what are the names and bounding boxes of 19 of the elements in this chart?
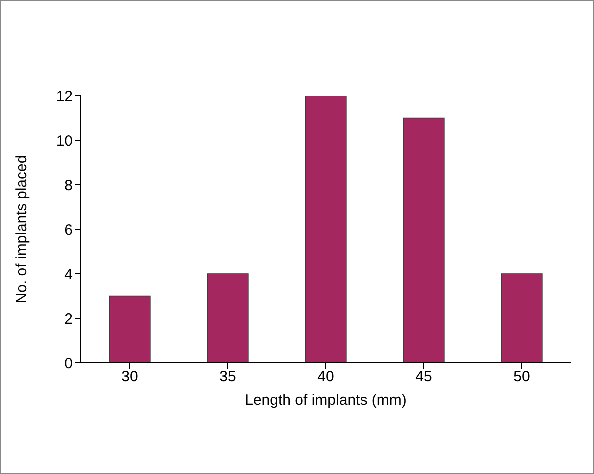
y-tick-label: 12 [56,88,73,106]
y-tick-label: 10 [56,132,73,150]
bar [109,296,151,363]
x-tick-label: 30 [122,368,138,386]
bar [403,118,445,363]
bar [207,274,249,363]
y-tick-label: 6 [64,222,73,239]
y-tick-label: 0 [64,355,73,372]
bar [305,96,347,363]
y-tick-label: 4 [64,266,73,284]
x-axis-title: Length of implants (mm) [245,392,407,409]
y-tick-label: 2 [64,310,73,328]
x-tick-label: 45 [416,368,432,386]
x-tick-label: 40 [318,368,334,386]
bar [501,274,543,363]
y-axis-title: No. of implants placed [13,155,30,304]
y-tick-label: 8 [64,177,73,194]
x-tick-label: 50 [514,368,530,386]
x-tick-label: 35 [220,368,236,386]
